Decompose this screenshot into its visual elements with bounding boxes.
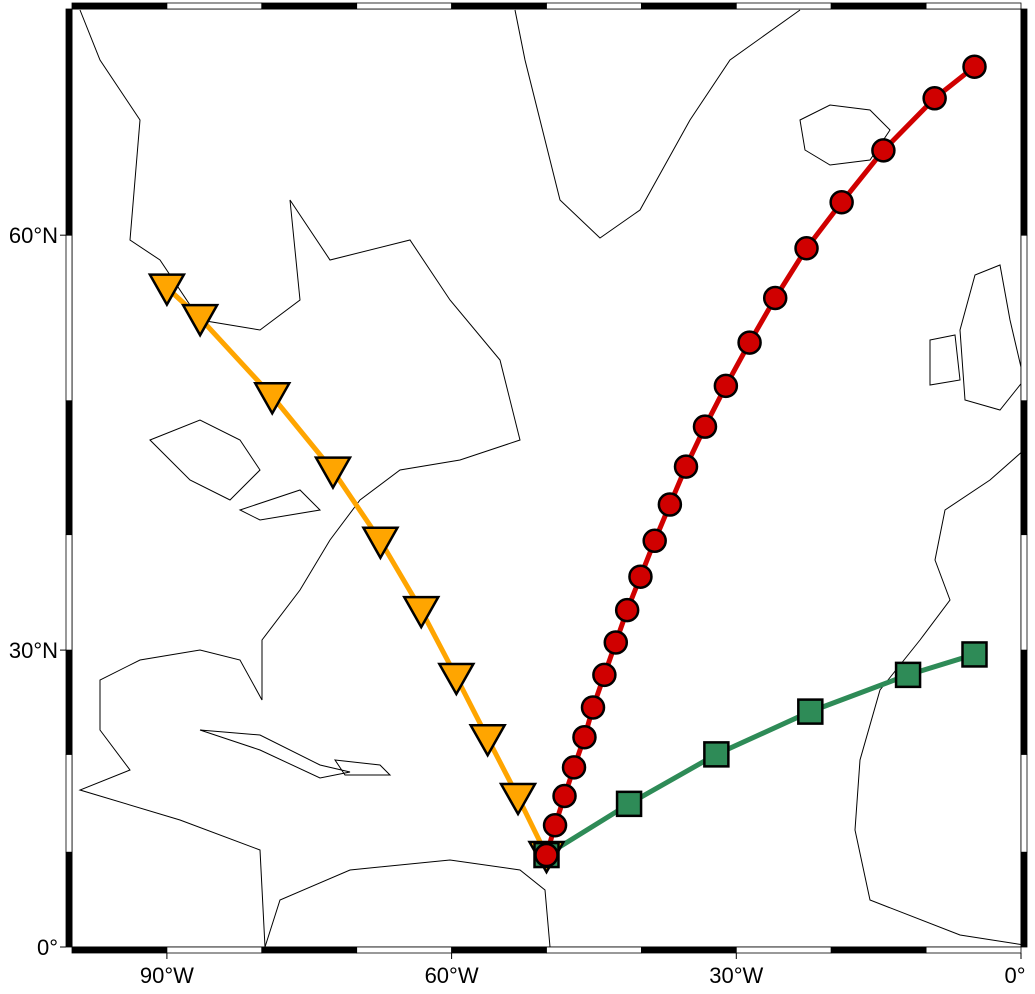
track-line: [165, 285, 549, 857]
track-marker: [894, 661, 922, 689]
south-america: [264, 859, 551, 948]
frame-bar: [830, 2, 927, 10]
track-marker: [797, 698, 824, 725]
frame-bar: [65, 8, 73, 236]
frame-bar: [830, 946, 927, 954]
track-marker: [147, 273, 187, 308]
frame-bar: [546, 946, 642, 954]
frame-bar: [166, 946, 263, 954]
frame-bar: [71, 946, 168, 954]
track-marker: [628, 564, 653, 589]
frame-bar: [641, 2, 737, 10]
frame-bar: [261, 2, 358, 10]
x-tick-label: 60°W: [425, 963, 479, 988]
frame-bar: [261, 946, 358, 954]
y-tick-label: 60°N: [9, 223, 58, 248]
track-marker: [552, 783, 577, 809]
track-marker: [572, 724, 597, 750]
x-tick-label: 90°W: [140, 963, 194, 988]
track-marker: [614, 597, 640, 623]
track-marker: [534, 842, 559, 868]
track-marker: [762, 285, 788, 311]
frame-bar: [65, 534, 73, 651]
frame-bar: [65, 400, 73, 536]
track-marker: [253, 382, 292, 416]
frame-bar: [925, 946, 1022, 954]
track-marker: [829, 189, 854, 215]
track-marker: [713, 373, 739, 399]
track-marker: [961, 641, 988, 668]
track-marker: [673, 454, 699, 479]
track-marker: [468, 723, 507, 758]
frame-bar: [925, 2, 1022, 10]
caribbean: [199, 729, 392, 779]
frame-bar: [1020, 649, 1028, 755]
track-marker: [794, 235, 819, 261]
track-marker: [561, 755, 587, 780]
frame-bar: [65, 649, 73, 755]
track-marker: [313, 456, 353, 491]
track-marker: [737, 330, 762, 355]
track-marker: [592, 662, 617, 688]
frame-bar: [356, 2, 453, 10]
track-marker: [402, 595, 441, 630]
frame-bar: [451, 2, 547, 10]
frame-bar: [1020, 8, 1028, 236]
x-tick-label: 30°W: [709, 963, 763, 988]
track-marker: [922, 86, 947, 111]
track-marker: [361, 526, 400, 561]
y-tick-label: 0°: [37, 935, 58, 960]
britain: [929, 264, 1025, 411]
y-tick-label: 30°N: [9, 638, 58, 663]
track-marker: [657, 492, 683, 517]
frame-bar: [65, 851, 73, 948]
track-marker: [642, 528, 667, 554]
track-marker: [962, 54, 987, 79]
frame-bar: [451, 946, 547, 954]
x-tick-label: 0°: [1004, 963, 1025, 988]
greenland: [514, 9, 801, 239]
track-marker: [542, 812, 568, 838]
great-lakes: [149, 419, 322, 521]
frame-bar: [65, 234, 73, 402]
frame-bar: [735, 946, 832, 954]
track-marker: [703, 741, 730, 768]
frame-bar: [1020, 234, 1028, 402]
frame-bar: [65, 753, 73, 853]
track-marker: [603, 630, 629, 655]
track-marker: [437, 662, 476, 697]
track-marker: [615, 790, 643, 818]
track-marker: [498, 782, 538, 817]
frame-bar: [641, 946, 737, 954]
frame-bar: [1020, 851, 1028, 948]
frame-bar: [166, 2, 263, 10]
europe-africa: [854, 449, 1025, 946]
frame-bar: [735, 2, 832, 10]
frame-bar: [356, 946, 453, 954]
frame-bar: [1020, 400, 1028, 536]
track-marker: [871, 138, 896, 163]
frame-bar: [1020, 753, 1028, 853]
track-line: [544, 64, 977, 856]
frame-bar: [1020, 534, 1028, 651]
frame-bar: [71, 2, 168, 10]
track-marker: [580, 695, 606, 720]
north-america: [78, 9, 521, 948]
frame-bar: [546, 2, 642, 10]
track-marker: [692, 414, 718, 439]
track-marker: [180, 303, 220, 338]
